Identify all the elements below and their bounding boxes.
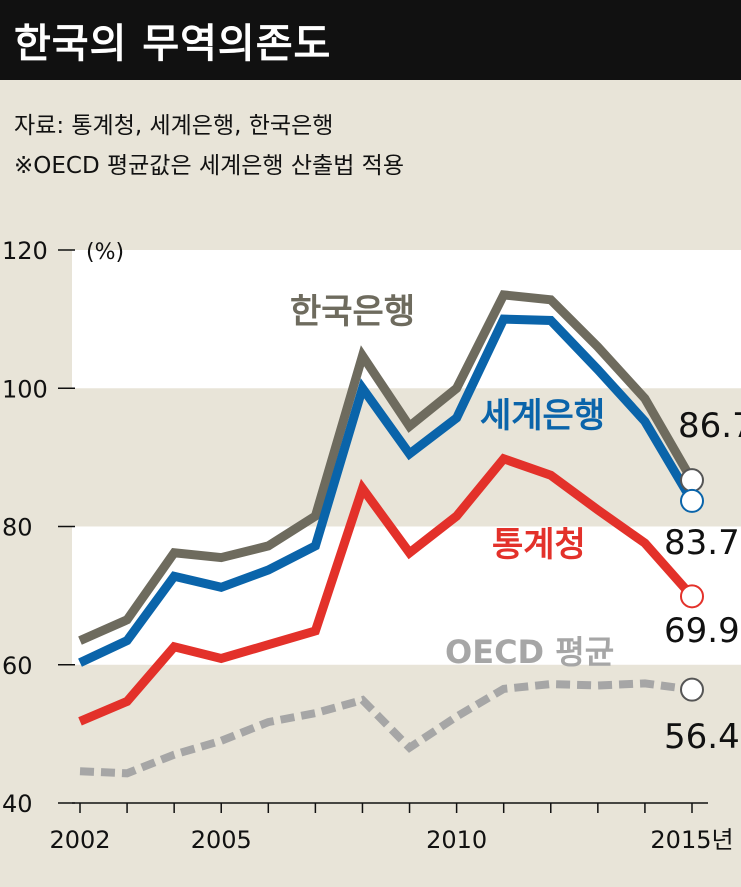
grid-band-0	[72, 250, 741, 389]
note-text: ※OECD 평균값은 세계은행 산출법 적용	[14, 153, 405, 179]
y-tick-label-80: 80	[2, 514, 33, 542]
end-marker-2	[680, 584, 704, 609]
y-tick-label-100: 100	[2, 375, 48, 403]
series-name-2: 통계청	[492, 525, 586, 565]
y-tick-label-120: 120	[2, 237, 48, 265]
header-bar: 한국의 무역의존도	[0, 0, 741, 80]
end-marker-3	[680, 677, 704, 702]
y-tick-label-40: 40	[2, 790, 33, 818]
page-title: 한국의 무역의존도	[14, 21, 332, 67]
series-line-3	[79, 679, 693, 778]
end-value-3: 56.4	[664, 717, 740, 757]
series-name-1: 세계은행	[480, 396, 605, 436]
y-tick-label-60: 60	[2, 652, 33, 680]
end-value-1: 83.7	[664, 523, 740, 563]
series-line-2	[78, 453, 696, 726]
x-tick-label-2005: 2005	[191, 826, 252, 854]
end-value-2: 69.9	[664, 611, 740, 651]
series-name-3: OECD 평균	[445, 633, 614, 671]
axes: 120 100 80 60 40 (%) 2002 2005 2010 2015년	[2, 237, 734, 854]
x-tick-label-2010: 2010	[426, 826, 487, 854]
x-tick-label-2002: 2002	[49, 826, 110, 854]
series-name-0: 한국은행	[290, 292, 415, 332]
end-value-0: 86.7	[678, 406, 741, 446]
source-text: 자료: 통계청, 세계은행, 한국은행	[14, 113, 334, 139]
series-lines	[78, 290, 704, 778]
x-tick-label-2015: 2015년	[650, 826, 733, 854]
y-unit-label: (%)	[86, 240, 124, 265]
end-marker-1	[680, 488, 704, 513]
end-marker-0	[680, 468, 704, 493]
series-line-1	[78, 314, 696, 667]
series-line-0	[78, 290, 696, 645]
